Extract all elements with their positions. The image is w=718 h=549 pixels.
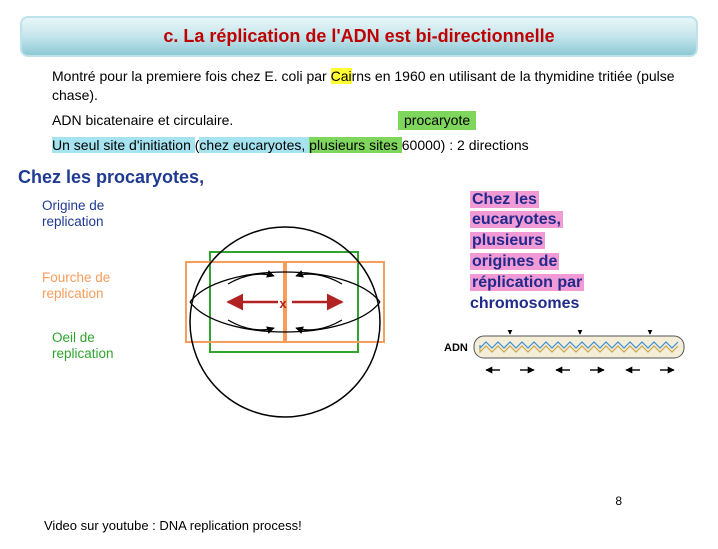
p3-hl1: Un seul site d'initiation [52, 137, 195, 153]
label-fourche: Fourche dereplication [42, 270, 132, 302]
adn-label: ADN [444, 342, 468, 354]
paragraph-2: ADN bicatenaire et circulaire. procaryot… [52, 111, 684, 130]
title-text: c. La réplication de l'ADN est bi-direct… [163, 26, 554, 46]
p1-hl: Cai [331, 68, 352, 84]
paragraph-1: Montré pour la premiere fois chez E. col… [52, 67, 684, 105]
p1-pre: Montré pour la premiere fois chez E. col… [52, 68, 331, 84]
title-banner: c. La réplication de l'ADN est bi-direct… [20, 16, 698, 57]
diagram-area: Origine dereplication Fourche dereplicat… [0, 190, 718, 460]
eukaryote-diagram [470, 330, 690, 390]
paragraph-3: Un seul site d'initiation (chez eucaryot… [52, 136, 684, 155]
subhead-left: Chez les procaryotes, [18, 167, 718, 188]
label-origin: Origine dereplication [42, 198, 132, 230]
p3-hl2: chez eucaryotes, [199, 137, 309, 153]
prokaryote-diagram: x [150, 192, 430, 442]
p3-rest: 60000) : 2 directions [402, 137, 529, 153]
page-number: 8 [615, 494, 622, 508]
right-heading: Chez leseucaryotes,plusieursorigines der… [470, 190, 670, 315]
footer-note: Video sur youtube : DNA replication proc… [44, 518, 302, 533]
p2-tag: procaryote [398, 111, 476, 130]
p2-text: ADN bicatenaire et circulaire. [52, 111, 352, 130]
svg-text:x: x [279, 296, 287, 311]
p3-hl3: plusieurs sites [309, 137, 402, 153]
label-oeil: Oeil dereplication [52, 330, 142, 362]
